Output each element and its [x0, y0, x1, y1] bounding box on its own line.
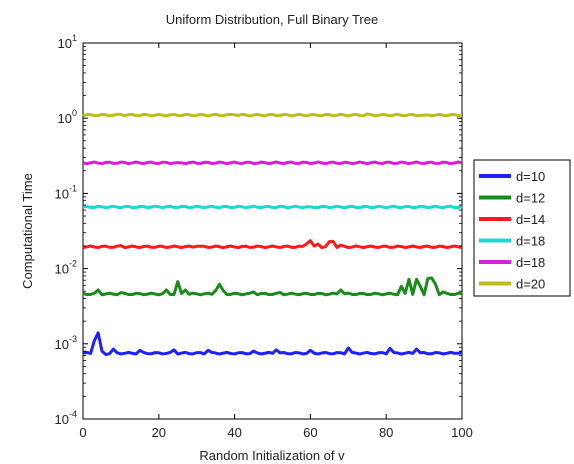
y-tick-label: 10-1 — [55, 183, 77, 201]
y-tick-label: 101 — [58, 33, 77, 51]
plot-area — [82, 42, 463, 420]
x-tick-label: 0 — [79, 425, 86, 440]
x-tick-label: 60 — [303, 425, 317, 440]
x-tick-label: 100 — [451, 425, 473, 440]
y-tick-label: 100 — [58, 108, 77, 126]
legend-label: d=14 — [516, 212, 545, 227]
legend-box — [473, 159, 571, 297]
series-line-d-18-3 — [82, 204, 463, 210]
series-line-d-20-5 — [82, 112, 463, 118]
y-tick-label: 10-3 — [55, 334, 77, 352]
y-tick-label: 10-2 — [55, 259, 77, 277]
series-line-d-18-4 — [82, 160, 463, 166]
series-line-d-12-1 — [82, 276, 463, 297]
x-tick-label: 80 — [379, 425, 393, 440]
x-tick-label: 40 — [227, 425, 241, 440]
legend-label: d=18 — [516, 255, 545, 270]
x-axis-label: Random Initialization of v — [199, 448, 345, 463]
legend-label: d=18 — [516, 234, 545, 249]
legend-label: d=12 — [516, 191, 545, 206]
ticks-group: 0 20 40 60 80 100 10-4 10-3 10-2 10-1 100 101 — [55, 33, 473, 440]
legend: d=10 d=12 d=14 d=18 d=18 d=20 — [473, 159, 571, 297]
y-tick-label: 10-4 — [55, 409, 77, 427]
y-axis-label: Computational Time — [20, 173, 35, 289]
legend-label: d=20 — [516, 277, 545, 292]
legend-label: d=10 — [516, 169, 545, 184]
x-tick-label: 20 — [152, 425, 166, 440]
series-group — [82, 112, 463, 357]
chart-title: Uniform Distribution, Full Binary Tree — [166, 12, 378, 27]
series-line-d-10-0 — [82, 331, 463, 357]
plot-frame — [82, 42, 463, 420]
series-line-d-14-2 — [82, 239, 463, 250]
